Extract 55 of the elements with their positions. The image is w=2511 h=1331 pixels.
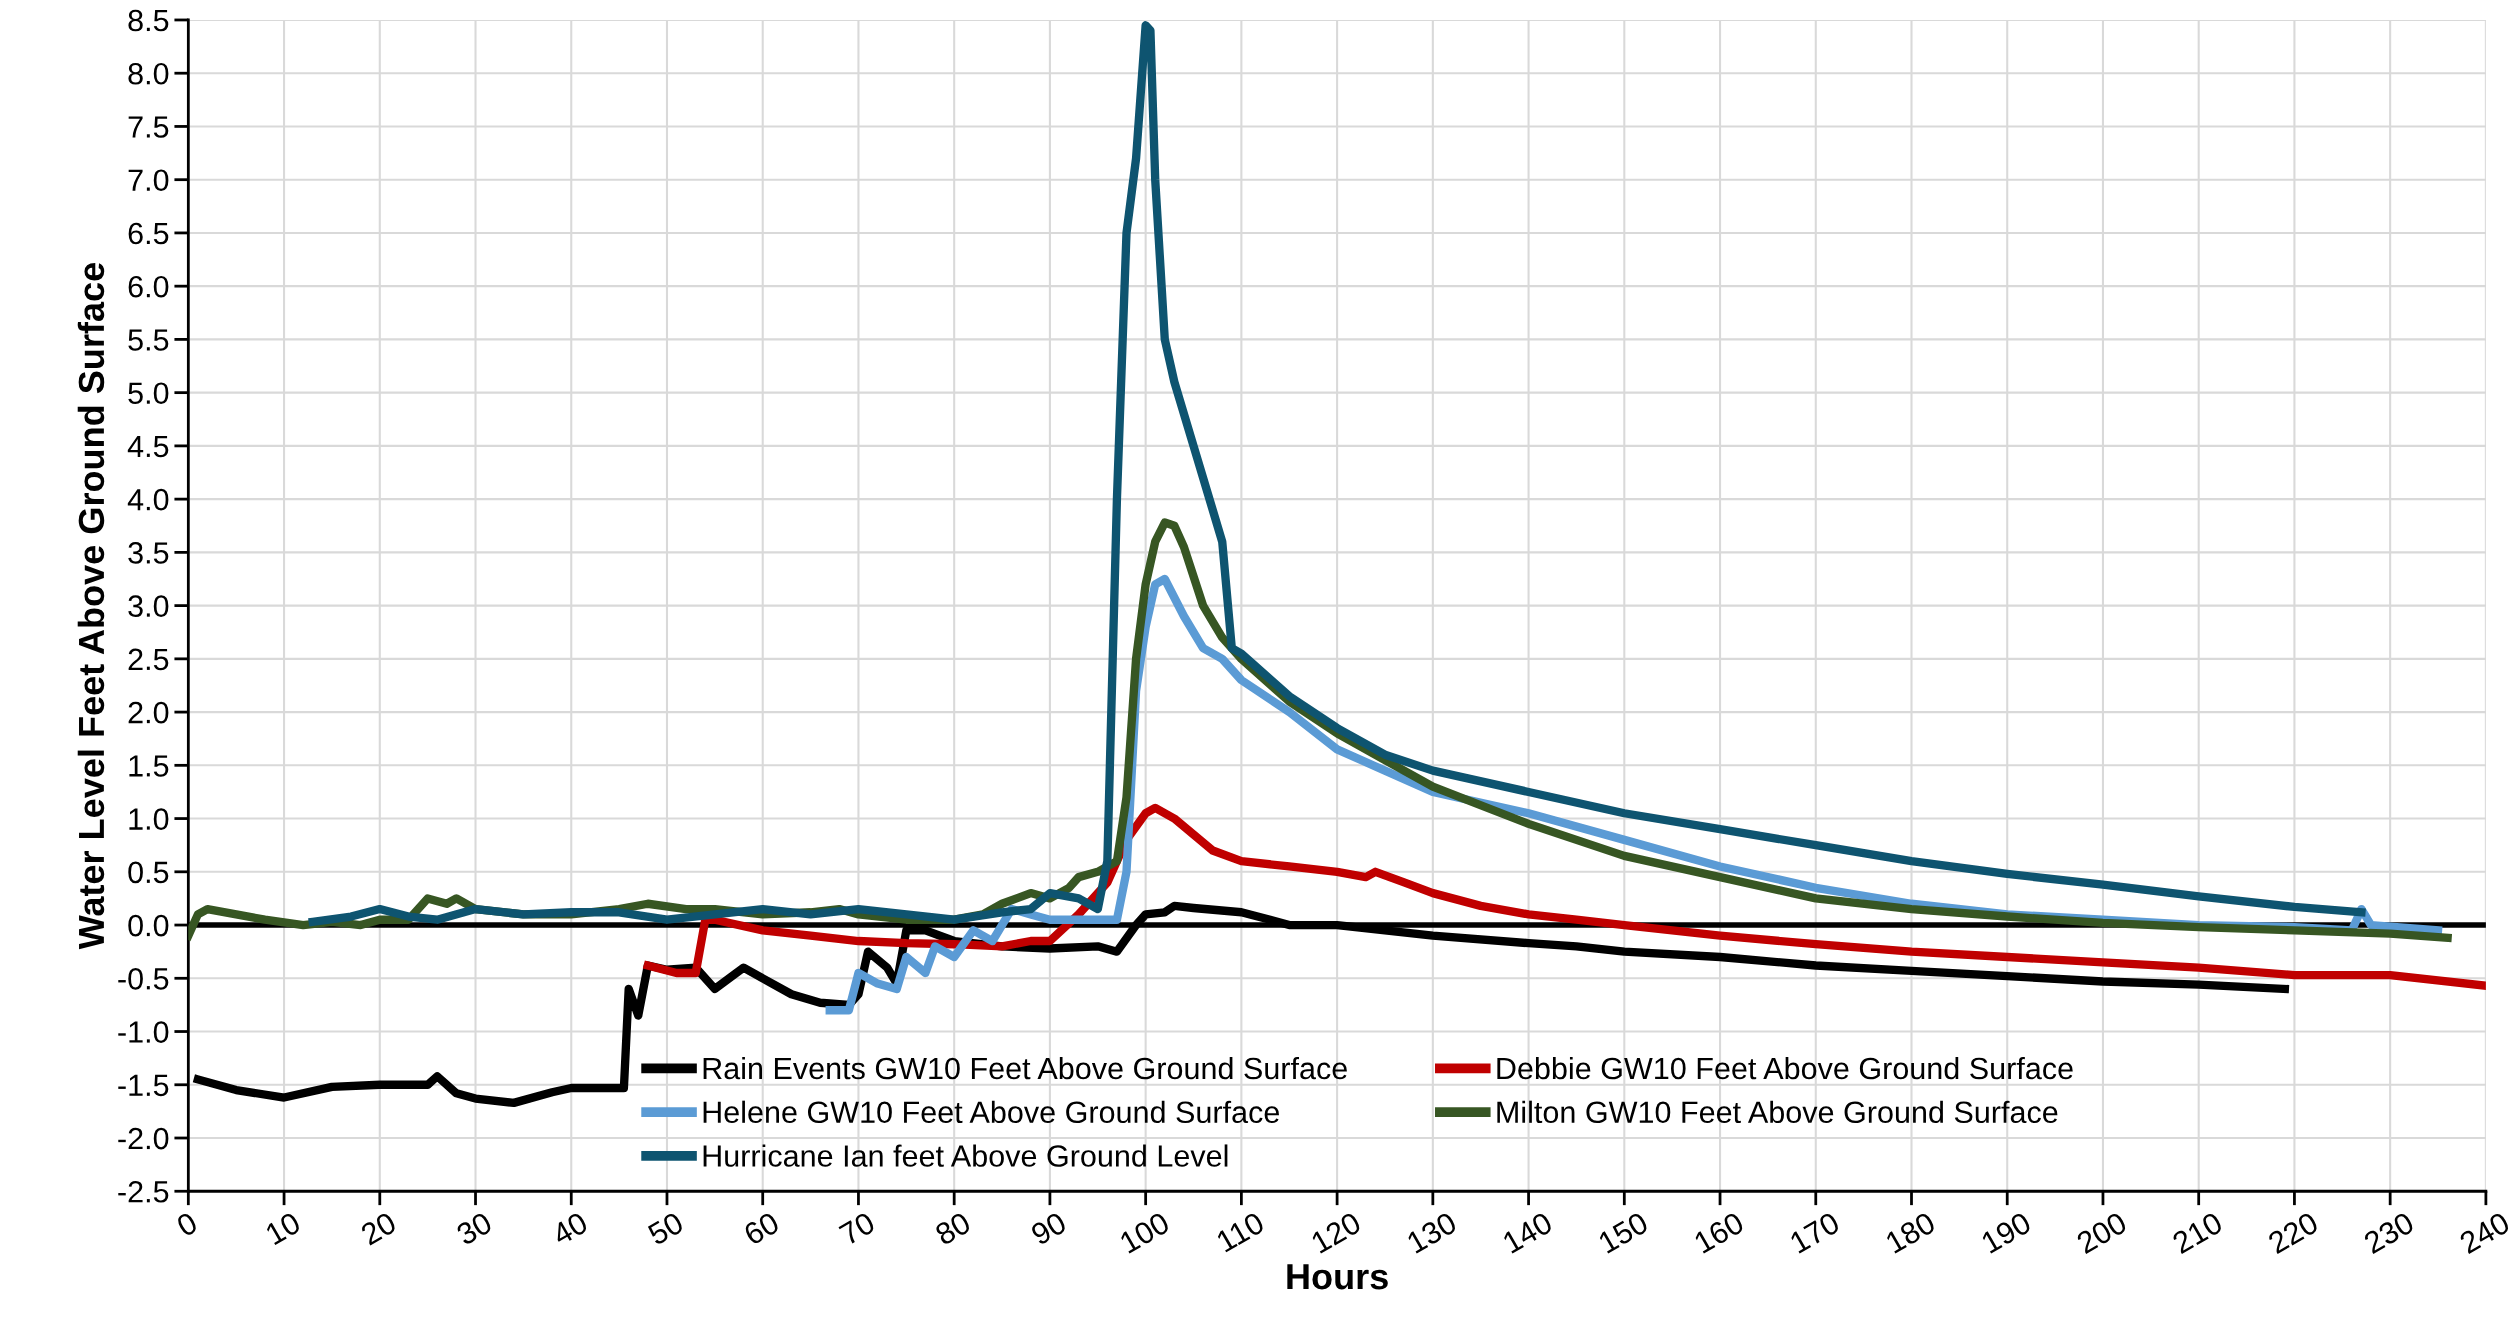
- x-tick-label: 80: [933, 1211, 972, 1246]
- y-tick-label: 7.0: [128, 169, 169, 192]
- x-tick-label: 180: [1884, 1211, 1937, 1254]
- x-tick-label: 220: [2266, 1211, 2320, 1255]
- y-tick-label: 1.5: [129, 755, 169, 777]
- y-tick-label: 2.5: [128, 648, 169, 671]
- legend-label: Debbie GW10 Feet Above Ground Surface: [1497, 1056, 2073, 1080]
- legend-label: Helene GW10 Feet Above Ground Surface: [703, 1100, 1279, 1124]
- x-tick-label: 150: [1597, 1211, 1650, 1254]
- y-tick-label: 3.5: [128, 542, 169, 564]
- y-tick-label: 1.0: [129, 808, 169, 830]
- legend-label: Hurricane Ian feet Above Ground Level: [703, 1144, 1228, 1167]
- y-tick-label: -2.5: [118, 1180, 169, 1203]
- x-tick-label: 130: [1406, 1211, 1458, 1254]
- y-tick-label: 3.0: [128, 595, 169, 617]
- legend-label: Rain Events GW10 Feet Above Ground Surface: [703, 1056, 1347, 1080]
- y-tick-label: 0.0: [128, 914, 169, 937]
- y-axis-title: Water Level Feet Above Ground Surface: [77, 263, 105, 950]
- y-tick-label: 0.5: [128, 861, 169, 884]
- x-tick-label: 110: [1215, 1211, 1266, 1253]
- x-tick-label: 230: [2362, 1211, 2416, 1255]
- x-tick-label: 90: [1029, 1211, 1068, 1246]
- x-tick-label: 0: [175, 1211, 199, 1238]
- y-tick-label: 7.5: [128, 116, 169, 138]
- x-tick-label: 120: [1310, 1211, 1363, 1254]
- x-tick-label: 160: [1693, 1211, 1746, 1254]
- y-tick-label: 4.0: [127, 488, 169, 511]
- x-tick-label: 140: [1501, 1211, 1554, 1254]
- x-tick-label: 50: [646, 1211, 685, 1246]
- x-tick-label: 100: [1118, 1211, 1171, 1254]
- x-tick-label: 170: [1788, 1211, 1841, 1254]
- x-tick-label: 40: [550, 1211, 590, 1247]
- x-tick-label: 30: [455, 1211, 494, 1246]
- y-tick-label: -1.5: [118, 1074, 169, 1097]
- y-tick-label: 8.5: [128, 9, 169, 32]
- y-tick-label: -0.5: [118, 968, 169, 990]
- legend-label: Milton GW10 Feet Above Ground Surface: [1497, 1100, 2058, 1124]
- y-tick-label: -2.0: [118, 1127, 169, 1150]
- y-tick-label: 5.0: [128, 382, 169, 405]
- y-tick-label: 8.0: [128, 62, 169, 85]
- x-tick-label: 190: [1980, 1211, 2033, 1254]
- y-tick-label: 5.5: [128, 329, 169, 351]
- y-tick-label: 6.0: [128, 275, 169, 298]
- x-tick-label: 240: [2458, 1211, 2511, 1255]
- x-tick-label: 10: [264, 1211, 302, 1246]
- x-axis-title: Hours: [1287, 1264, 1388, 1290]
- x-tick-label: 210: [2171, 1211, 2224, 1255]
- y-tick-label: 6.5: [128, 222, 169, 245]
- x-tick-label: 70: [838, 1211, 877, 1246]
- y-tick-label: -1.0: [118, 1021, 169, 1043]
- y-tick-label: 4.5: [127, 435, 169, 458]
- y-tick-label: 2.0: [128, 701, 169, 724]
- x-tick-label: 200: [2075, 1211, 2129, 1255]
- x-tick-label: 60: [742, 1211, 781, 1246]
- x-tick-label: 20: [359, 1211, 398, 1246]
